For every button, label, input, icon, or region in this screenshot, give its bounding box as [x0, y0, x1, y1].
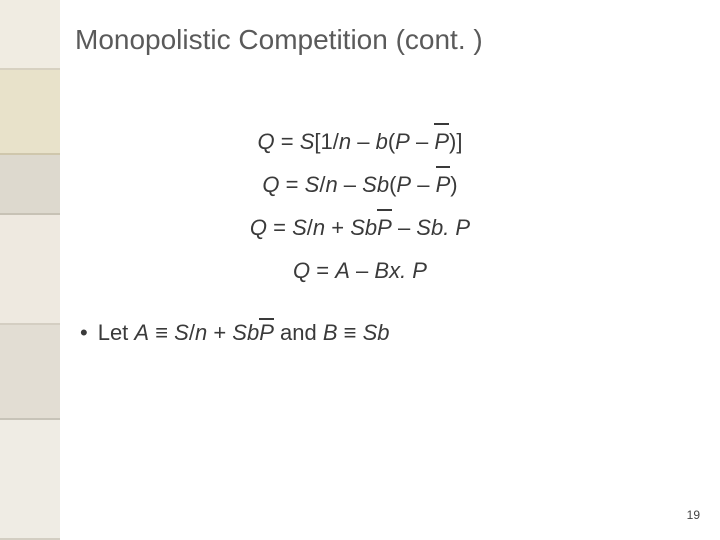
eq3-n: n — [313, 215, 325, 240]
eq1-b: b — [376, 129, 388, 154]
sidebar-tile — [0, 325, 60, 420]
bullet-Pbar: P — [259, 320, 274, 346]
eq2-m1: – — [338, 172, 362, 197]
bullet-dot: • — [80, 320, 88, 345]
bullet-Sb: Sb — [232, 320, 259, 345]
eq1-m2: – — [410, 129, 434, 154]
eq3-m1: – — [392, 215, 416, 240]
equation-1: Q = S[1/n – b(P – P)] — [0, 125, 720, 158]
eq2-m2: – — [411, 172, 435, 197]
eq1-n: n — [339, 129, 351, 154]
bullet-def: ≡ — [149, 320, 174, 345]
eq4-Q: Q — [293, 258, 310, 283]
eq2-Q: Q — [262, 172, 279, 197]
eq1-p2: )] — [449, 129, 462, 154]
bullet-plus: + — [207, 320, 232, 345]
eq1-br1: [1/ — [314, 129, 338, 154]
sidebar-tile — [0, 420, 60, 540]
eq1-S: S — [300, 129, 315, 154]
eq2-p2: ) — [450, 172, 457, 197]
definition-bullet: •Let A ≡ S/n + SbP and B ≡ Sb — [80, 320, 390, 346]
eq3-eq: = — [267, 215, 292, 240]
bullet-def2: ≡ — [338, 320, 363, 345]
bullet-let: Let — [98, 320, 135, 345]
eq4-A: A — [335, 258, 350, 283]
eq3-Pbar: P — [377, 211, 392, 244]
equation-3: Q = S/n + SbP – Sb. P — [0, 211, 720, 244]
eq1-Pbar: P — [434, 125, 449, 158]
bullet-n: n — [195, 320, 207, 345]
eq1-Q: Q — [258, 129, 275, 154]
bullet-B: B — [323, 320, 338, 345]
slide-title: Monopolistic Competition (cont. ) — [75, 24, 483, 56]
bullet-and: and — [274, 320, 323, 345]
sidebar-tile — [0, 0, 60, 70]
eq2-n: n — [325, 172, 337, 197]
eq2-S: S — [305, 172, 320, 197]
bullet-A: A — [134, 320, 149, 345]
eq3-S: S — [292, 215, 307, 240]
eq3-pl: + — [325, 215, 350, 240]
eq4-m: – — [350, 258, 374, 283]
equation-4: Q = A – Bx. P — [0, 254, 720, 287]
eq1-eq: = — [275, 129, 300, 154]
eq2-P: P — [396, 172, 411, 197]
eq2-eq: = — [280, 172, 305, 197]
equation-2: Q = S/n – Sb(P – P) — [0, 168, 720, 201]
page-number: 19 — [687, 508, 700, 522]
bullet-Sb2: Sb — [363, 320, 390, 345]
eq3-SbP: Sb. P — [416, 215, 470, 240]
eq4-eq: = — [310, 258, 335, 283]
eq1-m1: – — [351, 129, 375, 154]
eq3-Sb: Sb — [350, 215, 377, 240]
bullet-S: S — [174, 320, 189, 345]
eq4-BxP: Bx. P — [374, 258, 427, 283]
eq2-Sb: Sb — [362, 172, 389, 197]
eq1-P: P — [395, 129, 410, 154]
equation-block: Q = S[1/n – b(P – P)] Q = S/n – Sb(P – P… — [0, 115, 720, 297]
eq3-Q: Q — [250, 215, 267, 240]
eq2-Pbar: P — [436, 168, 451, 201]
